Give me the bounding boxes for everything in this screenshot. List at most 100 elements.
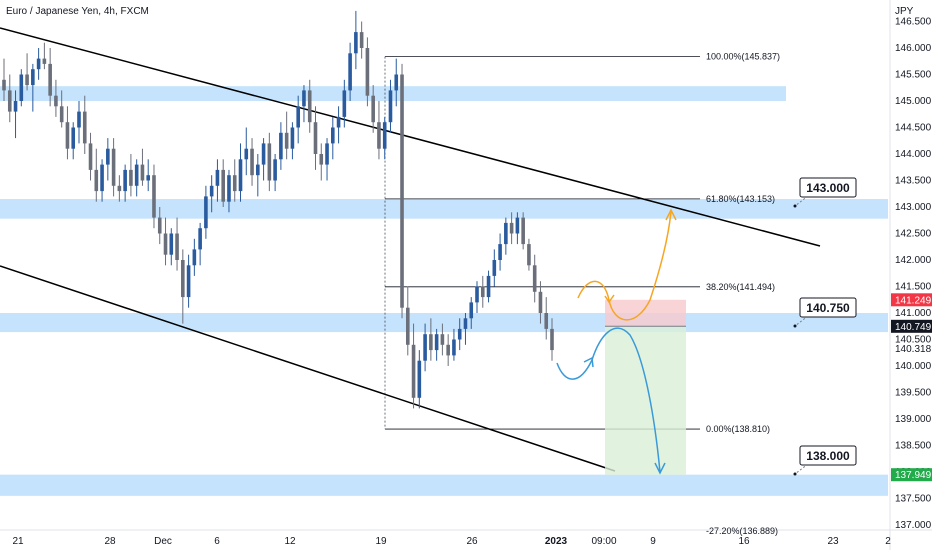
price-tick-label: 139.000 xyxy=(895,414,932,425)
candle-body xyxy=(354,32,358,54)
fib-label: 100.00%(145.837) xyxy=(706,52,780,62)
price-tick-label: 141.500 xyxy=(895,282,932,293)
candle-body xyxy=(36,58,41,70)
zone-band xyxy=(0,199,888,219)
candle-body xyxy=(417,360,422,398)
candle-body xyxy=(256,164,260,176)
candle-body xyxy=(13,101,18,112)
orange-projection-path xyxy=(577,211,672,321)
chart-title: Euro / Japanese Yen, 4h, FXCM xyxy=(6,6,149,17)
price-badge[interactable] xyxy=(891,468,932,482)
time-tick-label: 09:00 xyxy=(591,536,616,547)
candle-body xyxy=(452,339,456,356)
price-tick-label: 144.500 xyxy=(895,123,932,134)
candle-body xyxy=(313,122,318,154)
candle-body xyxy=(2,79,6,91)
price-badge-label: 137.949 xyxy=(895,470,932,481)
candle-body xyxy=(152,175,156,218)
callout-anchor xyxy=(793,204,797,208)
candle-body xyxy=(123,169,127,192)
price-tick-label: 145.500 xyxy=(895,70,932,81)
candle-body xyxy=(319,154,324,165)
candle-body xyxy=(377,122,381,149)
price-tick-label: 145.000 xyxy=(895,96,932,107)
candle-body xyxy=(111,148,116,186)
time-tick-label: 12 xyxy=(284,536,296,547)
currency-label: JPY xyxy=(895,6,914,17)
candle-body xyxy=(134,164,139,186)
candle-body xyxy=(157,217,162,234)
candle-body xyxy=(169,233,174,255)
candle-body xyxy=(336,116,341,128)
candle-body xyxy=(331,127,335,144)
callout-anchor xyxy=(793,472,797,476)
candle-body xyxy=(532,265,537,292)
stop-loss-zone xyxy=(605,299,686,327)
callout-anchor xyxy=(793,324,797,328)
candle-body xyxy=(244,148,249,160)
candle-body xyxy=(446,344,450,356)
candle-body xyxy=(25,74,29,86)
candle-body xyxy=(550,328,554,351)
time-tick-label: 23 xyxy=(827,536,839,547)
zone-band xyxy=(0,474,888,496)
candle-body xyxy=(215,169,220,186)
callouts-layer: 143.000 140.750 138.000 xyxy=(793,177,857,476)
candle-body xyxy=(261,143,266,165)
candle-body xyxy=(480,286,485,298)
candle-body xyxy=(400,74,404,308)
zone-band xyxy=(0,86,786,101)
time-tick-label: 19 xyxy=(375,536,387,547)
callout-box[interactable] xyxy=(799,297,857,318)
price-tick-label: 143.000 xyxy=(895,202,932,213)
candle-body xyxy=(204,196,208,229)
candle-body xyxy=(54,95,58,107)
candle-body xyxy=(371,95,375,123)
projection-paths-layer xyxy=(556,208,677,475)
candle-body xyxy=(486,275,491,298)
candle-body xyxy=(544,313,549,329)
candle-body xyxy=(88,143,93,170)
price-tick-label: 141.000 xyxy=(895,308,932,319)
candle-body xyxy=(307,90,312,123)
lower-trend-line xyxy=(0,265,616,472)
candle-body xyxy=(250,148,254,176)
candle-body xyxy=(394,74,399,91)
candle-body xyxy=(504,222,508,245)
candle-body xyxy=(94,169,99,192)
upper-trend-line xyxy=(0,27,821,247)
candle-body xyxy=(429,334,433,351)
candle-body xyxy=(273,159,277,181)
candle-body xyxy=(31,69,35,86)
candle-body xyxy=(7,90,12,112)
candle-body xyxy=(129,169,133,186)
time-axis[interactable]: 21 28 Dec 6 12 19 26 2023 09:00 9 16 23 2 xyxy=(12,536,891,547)
time-tick-label: 9 xyxy=(650,536,656,547)
candle-body xyxy=(100,164,104,192)
blue-arrow-head xyxy=(654,462,666,475)
price-badge[interactable] xyxy=(891,319,932,333)
candle-body xyxy=(186,265,191,298)
candle-body xyxy=(82,111,87,144)
candle-body xyxy=(221,169,225,202)
candle-body xyxy=(238,159,243,192)
candle-body xyxy=(382,122,387,149)
candle-body xyxy=(411,344,416,398)
candle-body xyxy=(279,132,283,160)
callout-label: 143.000 xyxy=(806,181,850,195)
candle-body xyxy=(515,217,520,234)
candle-body xyxy=(469,302,474,319)
candle-body xyxy=(527,244,531,266)
callout-box[interactable] xyxy=(799,177,857,198)
callout-box[interactable] xyxy=(799,445,857,466)
candle-body xyxy=(463,318,468,329)
candle-body xyxy=(227,175,231,202)
price-axis[interactable]: 146.500 146.000 145.500 145.000 144.500 144.0… xyxy=(891,17,932,532)
candle-body xyxy=(434,334,439,351)
price-tick-label: 137.000 xyxy=(895,520,932,531)
candle-body xyxy=(192,249,197,266)
price-badge[interactable] xyxy=(891,293,932,307)
candle-body xyxy=(509,222,514,234)
